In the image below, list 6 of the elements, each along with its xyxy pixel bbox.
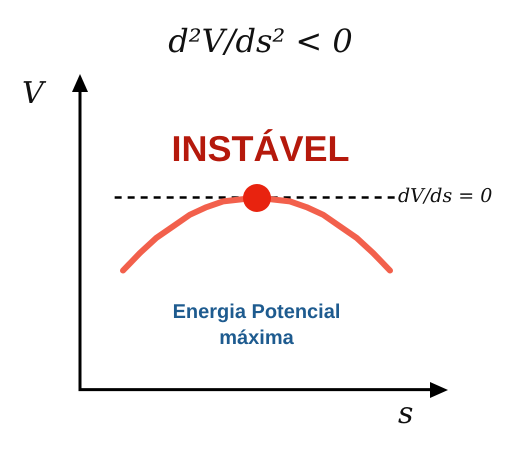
chart-title: d²V/ds² < 0 bbox=[167, 22, 354, 60]
y-axis-title: V bbox=[22, 76, 44, 111]
annotation: Energia Potencial máxima bbox=[172, 300, 342, 351]
text: INSTÁVEL bbox=[170, 128, 350, 170]
x-axis-title: s bbox=[398, 396, 414, 431]
annotation: dV/ds = 0 bbox=[398, 184, 492, 207]
